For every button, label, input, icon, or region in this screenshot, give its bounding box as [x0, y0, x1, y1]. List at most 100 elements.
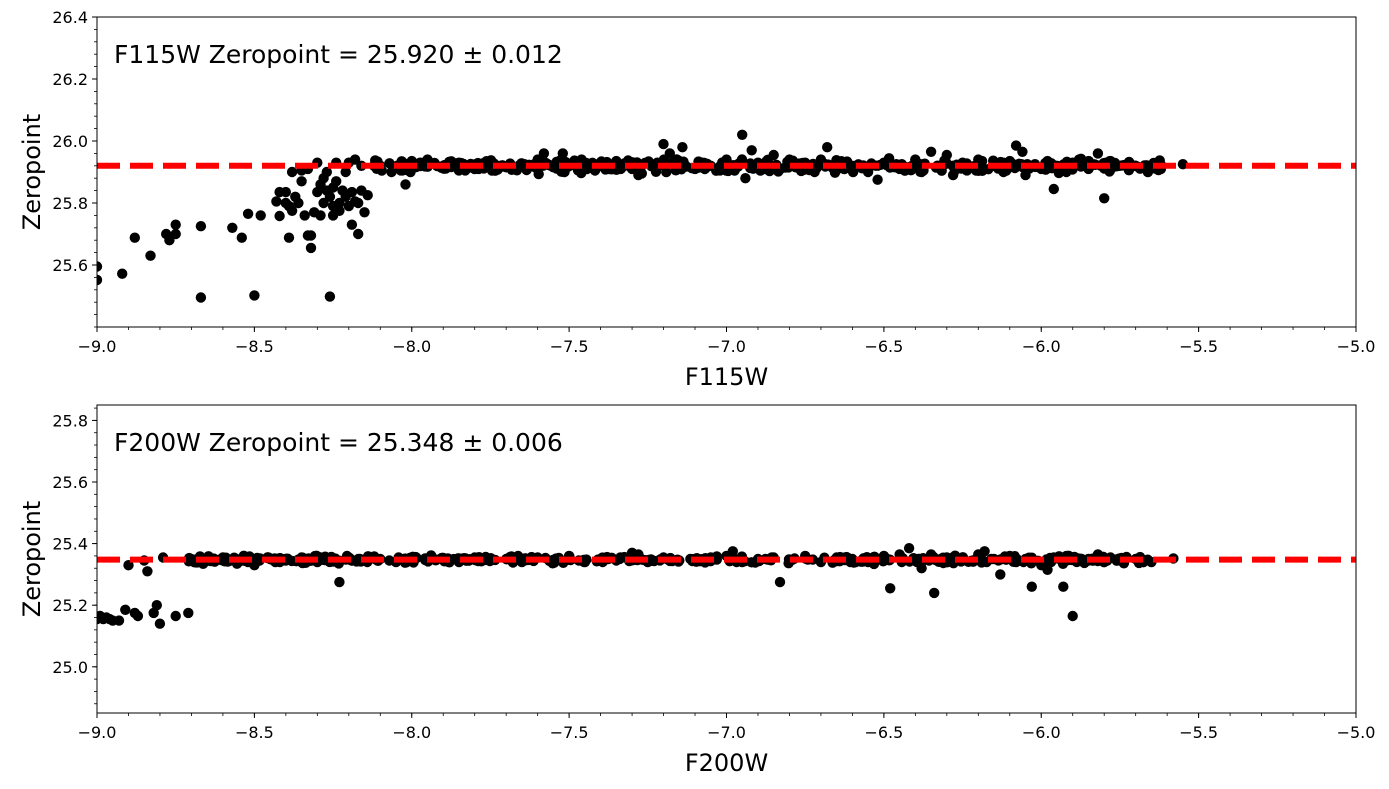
- data-point: [579, 556, 591, 568]
- x-tick-label: −6.5: [864, 723, 903, 742]
- data-point: [132, 610, 144, 622]
- data-point: [227, 222, 238, 233]
- data-point: [903, 543, 915, 554]
- data-point: [1042, 564, 1053, 575]
- x-tick-label: −6.0: [1022, 337, 1061, 356]
- data-point: [129, 232, 140, 243]
- data-point: [97, 261, 103, 272]
- data-point: [1026, 581, 1038, 592]
- data-point: [485, 555, 496, 566]
- data-point: [979, 546, 990, 557]
- data-point: [1058, 581, 1069, 592]
- data-point: [485, 155, 496, 167]
- y-axis-title: Zeropoint: [18, 501, 46, 617]
- data-point: [217, 552, 229, 563]
- data-point: [721, 154, 732, 165]
- data-point: [740, 173, 751, 184]
- x-tick-label: −8.0: [392, 723, 431, 742]
- data-point: [299, 210, 310, 221]
- x-tick-label: −9.0: [78, 723, 117, 742]
- data-point: [1048, 183, 1060, 195]
- x-axis-title: F115W: [685, 363, 768, 391]
- data-point: [170, 228, 181, 240]
- data-point: [283, 232, 295, 243]
- x-tick-label: −7.5: [550, 723, 589, 742]
- data-point: [296, 176, 307, 187]
- x-axis-title: F200W: [685, 749, 768, 777]
- data-point: [151, 600, 162, 611]
- band-point: [650, 166, 662, 177]
- data-point: [809, 166, 820, 178]
- data-point: [910, 553, 921, 565]
- data-point: [236, 232, 247, 243]
- data-point: [847, 160, 858, 171]
- data-point: [1177, 159, 1189, 170]
- x-tick-label: −7.5: [550, 337, 589, 356]
- y-tick-label: 25.2: [52, 596, 88, 615]
- data-point: [784, 154, 795, 165]
- data-point: [727, 546, 738, 557]
- x-tick-label: −6.5: [864, 337, 903, 356]
- data-point: [422, 154, 433, 165]
- y-tick-label: 25.8: [52, 194, 88, 213]
- data-point: [334, 576, 345, 588]
- data-point: [113, 615, 125, 626]
- data-point: [658, 138, 669, 150]
- data-point: [746, 145, 757, 156]
- data-point: [353, 197, 364, 209]
- data-point: [941, 149, 952, 161]
- data-point: [910, 154, 921, 165]
- data-point: [995, 569, 1006, 580]
- data-point: [1010, 556, 1022, 568]
- data-point: [120, 604, 131, 615]
- band-point: [661, 166, 672, 178]
- x-tick-label: −5.5: [1179, 723, 1218, 742]
- plot-area: [97, 543, 1356, 629]
- data-point: [293, 197, 304, 209]
- data-point: [324, 291, 336, 302]
- data-point: [822, 142, 833, 153]
- data-point: [847, 553, 858, 565]
- data-point: [929, 587, 940, 599]
- data-point: [768, 149, 779, 161]
- band-point: [533, 168, 544, 180]
- x-tick-label: −8.0: [392, 337, 431, 356]
- data-point: [305, 230, 317, 241]
- data-point: [353, 228, 364, 240]
- plot-area: [97, 129, 1356, 303]
- data-point: [516, 556, 528, 568]
- x-tick-label: −8.5: [235, 723, 274, 742]
- data-point: [925, 146, 937, 157]
- data-point: [362, 190, 373, 201]
- data-point: [154, 618, 166, 629]
- data-point: [195, 292, 207, 303]
- x-tick-label: −7.0: [707, 723, 746, 742]
- x-tick-label: −5.0: [1337, 337, 1376, 356]
- zeropoint-annotation: F200W Zeropoint = 25.348 ± 0.006: [114, 428, 563, 457]
- data-point: [878, 157, 890, 168]
- data-point: [97, 274, 103, 286]
- panel-f200w: −9.0 −8.5 −8.0 −7.5 −7.0 −6.5 −6.0 −5.5 −5.0 25.0…: [18, 404, 1375, 777]
- data-point: [998, 166, 1009, 178]
- data-point: [242, 208, 254, 219]
- y-tick-label: 25.6: [52, 473, 88, 492]
- data-point: [548, 162, 559, 173]
- data-point: [557, 148, 568, 159]
- data-point: [947, 169, 959, 181]
- y-tick-label: 26.0: [52, 132, 88, 151]
- x-tick-label: −9.0: [78, 337, 117, 356]
- y-tick-label: 26.4: [52, 8, 88, 27]
- data-point: [305, 242, 317, 254]
- data-point: [916, 166, 927, 178]
- data-point: [274, 210, 285, 222]
- data-point: [286, 205, 298, 216]
- data-point: [1073, 154, 1085, 165]
- data-point: [815, 154, 827, 165]
- data-point: [346, 219, 358, 230]
- data-point: [1099, 193, 1110, 204]
- data-point: [400, 179, 411, 190]
- x-tick-label: −8.5: [235, 337, 274, 356]
- band-point: [559, 166, 570, 178]
